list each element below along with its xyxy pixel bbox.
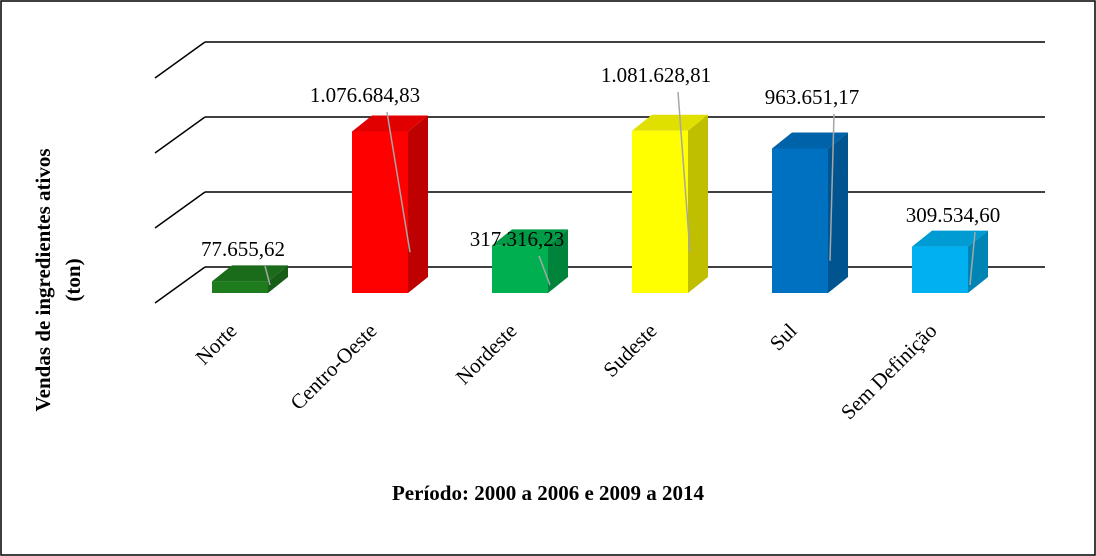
bar-side <box>688 114 708 293</box>
bar <box>772 148 828 293</box>
bar <box>352 131 408 293</box>
bar-top <box>492 229 568 246</box>
bar-top <box>912 230 988 247</box>
grid-line-side <box>154 41 206 79</box>
bar <box>212 281 268 293</box>
bar-side <box>548 229 568 293</box>
leader-line <box>829 113 835 261</box>
grid-line-side <box>154 191 206 229</box>
bar-top <box>212 265 288 282</box>
leader-line <box>677 91 691 252</box>
bar-top <box>632 114 708 131</box>
y-axis-label: (ton) <box>61 258 85 301</box>
x-axis-label: Período: 2000 a 2006 e 2009 a 2014 <box>392 481 705 505</box>
bar-side <box>408 115 428 293</box>
leader-line <box>969 231 976 286</box>
bar <box>912 246 968 293</box>
grid-line-side <box>154 116 206 154</box>
data-label: 963.651,17 <box>765 85 860 109</box>
data-label: 1.081.628,81 <box>601 63 711 87</box>
bar <box>492 245 548 293</box>
grid-line-side <box>154 266 206 304</box>
bar-top <box>772 132 848 149</box>
data-label: 1.076.684,83 <box>310 83 420 107</box>
bar-side <box>268 265 288 293</box>
leader-line <box>386 111 411 253</box>
leader-line <box>264 265 271 286</box>
data-label: 77.655,62 <box>201 237 285 261</box>
y-axis-label: Vendas de ingredientes ativos <box>31 148 55 411</box>
data-label: 317.316,23 <box>470 227 565 251</box>
bar <box>632 130 688 293</box>
bar-top <box>352 115 428 132</box>
leader-line <box>538 255 551 286</box>
data-label: 309.534,60 <box>906 203 1001 227</box>
